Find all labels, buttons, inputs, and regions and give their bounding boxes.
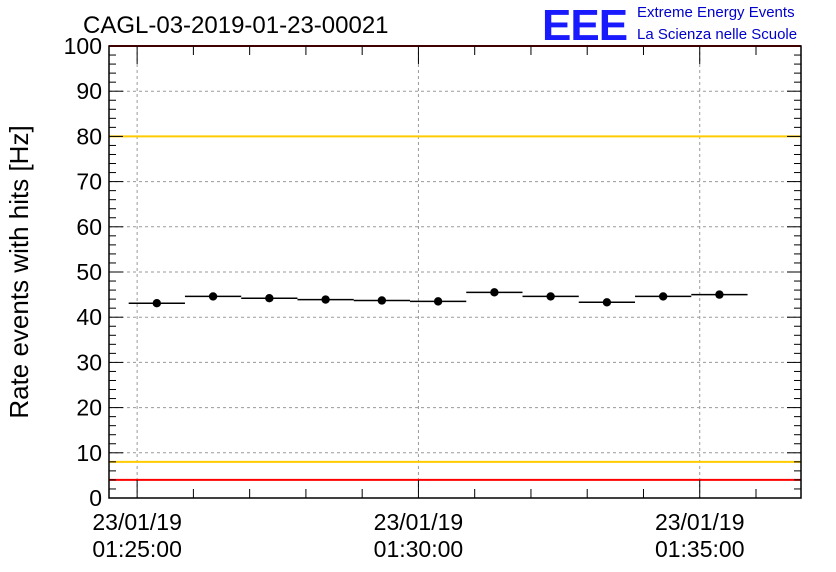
- data-point: [377, 296, 387, 305]
- logo-mark: EEE: [542, 1, 627, 50]
- data-point: [602, 298, 612, 307]
- y-tick-label: 30: [76, 349, 102, 375]
- data-series: [128, 288, 748, 308]
- eee-logo: EEE Extreme Energy Events La Scienza nel…: [542, 1, 797, 50]
- data-point: [546, 292, 555, 301]
- y-tick-label: 0: [89, 485, 102, 511]
- data-point: [208, 292, 218, 301]
- x-tick-label-time: 01:30:00: [374, 536, 464, 562]
- y-axis-label: Rate events with hits [Hz]: [4, 125, 34, 418]
- x-tick-label-date: 23/01/19: [92, 509, 182, 535]
- axes: 010203040506070809010023/01/1901:25:0023…: [64, 33, 802, 562]
- y-tick-label: 40: [76, 304, 102, 330]
- y-tick-label: 60: [76, 214, 102, 240]
- data-point: [433, 297, 443, 306]
- y-tick-label: 10: [76, 440, 102, 466]
- y-tick-label: 20: [76, 395, 102, 421]
- threshold-lines: [109, 45, 801, 481]
- data-point: [321, 295, 330, 304]
- data-point: [152, 298, 162, 308]
- grid: [109, 46, 801, 498]
- x-tick-label-time: 01:25:00: [92, 536, 182, 562]
- data-point: [490, 288, 499, 297]
- data-point: [658, 292, 668, 301]
- y-tick-label: 50: [76, 259, 102, 285]
- y-tick-label: 100: [64, 33, 102, 59]
- x-tick-label-time: 01:35:00: [655, 536, 745, 562]
- y-tick-label: 90: [76, 78, 102, 104]
- logo-line2: La Scienza nelle Scuole: [637, 26, 797, 43]
- x-tick-label-date: 23/01/19: [655, 509, 745, 535]
- y-tick-label: 70: [76, 169, 102, 195]
- y-tick-label: 80: [76, 123, 102, 149]
- logo-line1: Extreme Energy Events: [637, 4, 795, 21]
- x-tick-label-date: 23/01/19: [374, 509, 464, 535]
- data-point: [265, 294, 274, 303]
- chart-title: CAGL-03-2019-01-23-00021: [83, 12, 389, 39]
- data-point: [715, 290, 724, 299]
